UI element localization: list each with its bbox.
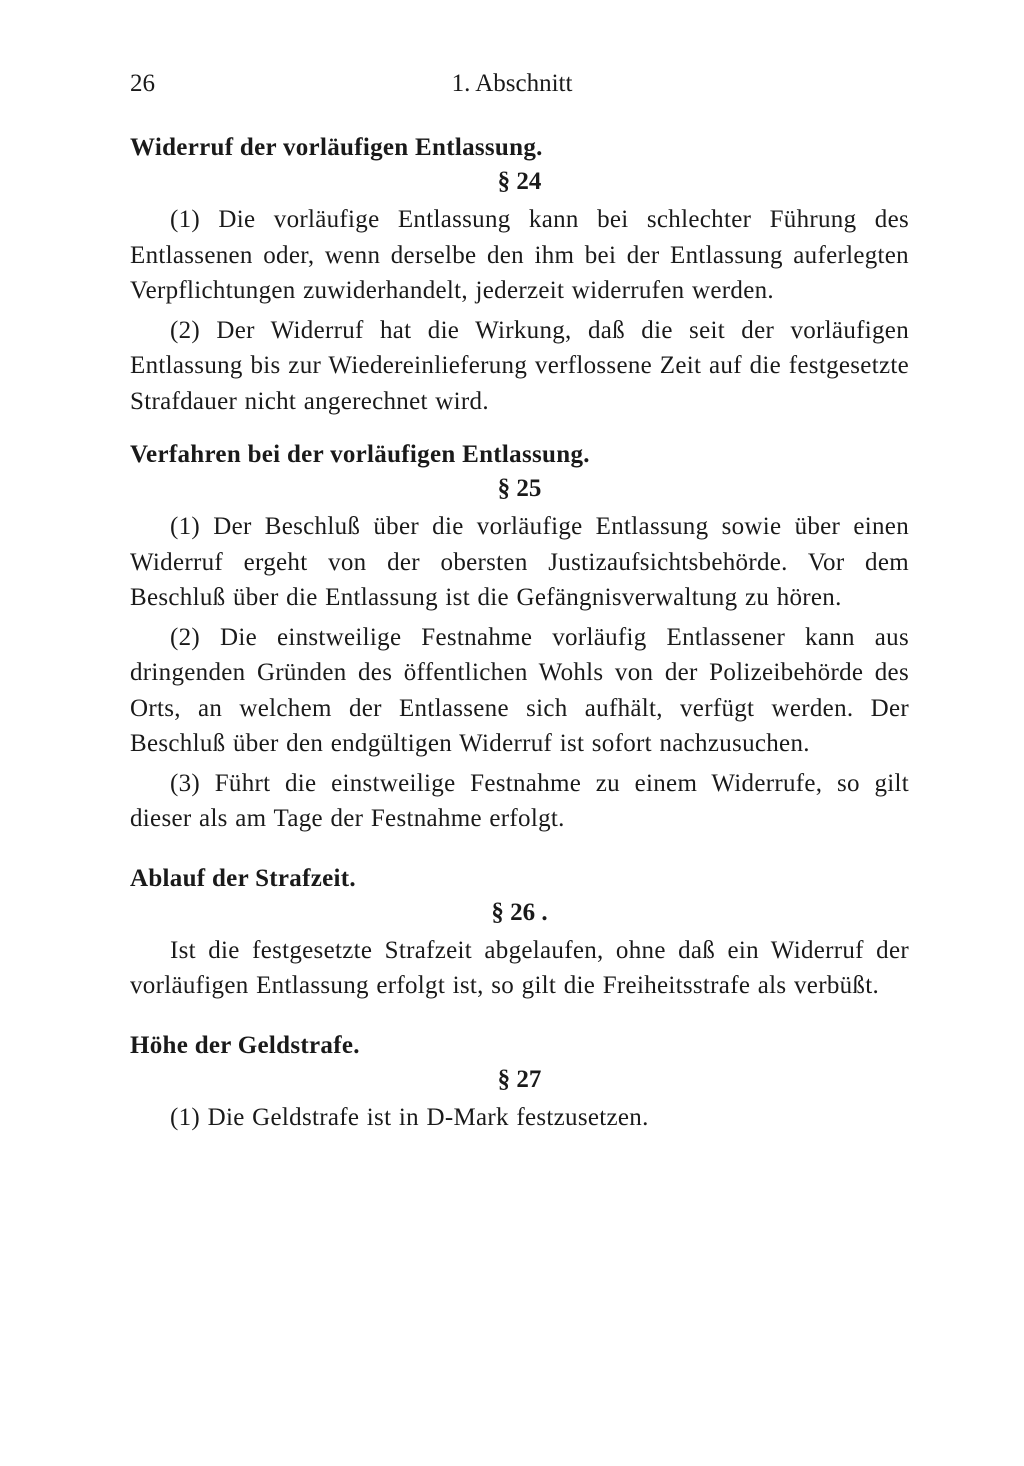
- chapter-title: 1. Abschnitt: [155, 70, 909, 98]
- paragraph-text: (1) Der Beschluß über die vorläufige Ent…: [130, 509, 909, 616]
- paragraph-number: § 27: [130, 1066, 909, 1094]
- paragraph-number: § 25: [130, 475, 909, 503]
- paragraph-text: (3) Führt die einstweilige Festnahme zu …: [130, 766, 909, 837]
- paragraph-text: (1) Die vorläufige Entlassung kann bei s…: [130, 202, 909, 309]
- page-header: 26 1. Abschnitt: [130, 70, 909, 98]
- section-heading: Höhe der Geldstrafe.: [130, 1032, 909, 1060]
- paragraph-number: § 26 .: [130, 899, 909, 927]
- paragraph-text: (2) Der Widerruf hat die Wirkung, daß di…: [130, 313, 909, 420]
- section-heading: Widerruf der vorläufigen Entlassung.: [130, 134, 909, 162]
- section-heading: Verfahren bei der vorläufigen Entlassung…: [130, 441, 909, 469]
- page-number: 26: [130, 70, 155, 98]
- paragraph-text: (2) Die einstweilige Festnahme vorläufig…: [130, 620, 909, 762]
- paragraph-number: § 24: [130, 168, 909, 196]
- document-page: 26 1. Abschnitt Widerruf der vorläufigen…: [0, 0, 1024, 1199]
- section-heading: Ablauf der Strafzeit.: [130, 865, 909, 893]
- paragraph-text: Ist die festgesetzte Strafzeit abgelaufe…: [130, 933, 909, 1004]
- paragraph-text: (1) Die Geldstrafe ist in D-Mark festzus…: [130, 1100, 909, 1136]
